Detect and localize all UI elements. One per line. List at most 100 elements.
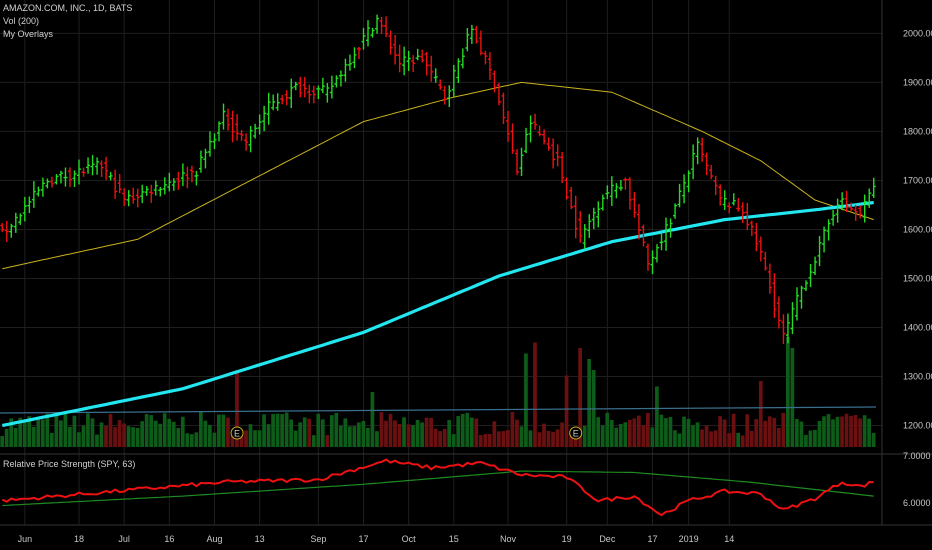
price-bar[interactable] [578, 211, 583, 243]
price-bar[interactable] [537, 125, 542, 137]
price-bar[interactable] [122, 188, 127, 207]
price-bar[interactable] [27, 196, 32, 213]
price-bar[interactable] [587, 214, 592, 238]
price-bar[interactable] [763, 251, 768, 271]
price-bar[interactable] [858, 205, 863, 219]
price-bar[interactable] [212, 133, 217, 149]
price-bar[interactable] [257, 114, 262, 135]
price-bar[interactable] [135, 188, 140, 208]
price-bar[interactable] [691, 144, 696, 180]
price-bar[interactable] [492, 70, 497, 93]
price-bar[interactable] [207, 131, 212, 157]
price-bar[interactable] [54, 174, 59, 185]
price-bar[interactable] [451, 64, 456, 97]
price-bar[interactable] [316, 85, 321, 100]
price-bar[interactable] [375, 14, 380, 34]
price-bar[interactable] [754, 223, 759, 252]
price-bar[interactable] [474, 25, 479, 44]
price-bar[interactable] [370, 27, 375, 38]
price-bar[interactable] [442, 85, 447, 105]
price-bar[interactable] [158, 186, 163, 197]
price-bar[interactable] [397, 44, 402, 73]
price-bar[interactable] [469, 24, 474, 44]
price-bar[interactable] [564, 177, 569, 200]
price-bar[interactable] [781, 314, 786, 345]
price-bar[interactable] [650, 250, 655, 275]
price-bar[interactable] [334, 75, 339, 88]
price-bar[interactable] [465, 27, 470, 52]
price-bar[interactable] [817, 236, 822, 267]
price-bar[interactable] [591, 207, 596, 230]
price-bar[interactable] [519, 147, 524, 177]
price-bar[interactable] [244, 133, 249, 151]
price-bar[interactable] [72, 170, 77, 188]
price-bar[interactable] [808, 263, 813, 288]
price-bar[interactable] [447, 85, 452, 108]
price-bar[interactable] [483, 50, 488, 65]
price-bar[interactable] [415, 48, 420, 61]
price-bar[interactable] [569, 186, 574, 210]
earnings-marker[interactable] [569, 426, 583, 440]
price-bar[interactable] [501, 92, 506, 125]
price-bar[interactable] [162, 177, 167, 195]
price-bar[interactable] [167, 172, 172, 192]
price-bar[interactable] [677, 183, 682, 208]
price-bar[interactable] [36, 186, 41, 197]
price-bar[interactable] [298, 76, 303, 98]
price-bar[interactable] [546, 137, 551, 151]
price-bar[interactable] [180, 163, 185, 187]
price-bar[interactable] [347, 54, 352, 71]
price-bar[interactable] [582, 224, 587, 250]
price-bar[interactable] [487, 52, 492, 80]
price-bar[interactable] [776, 296, 781, 329]
price-bar[interactable] [433, 68, 438, 83]
price-bar[interactable] [352, 47, 357, 69]
price-bar[interactable] [673, 203, 678, 219]
price-bar[interactable] [253, 123, 258, 139]
price-bar[interactable] [194, 170, 199, 186]
price-bar[interactable] [722, 190, 727, 210]
price-bar[interactable] [496, 82, 501, 106]
price-bar[interactable] [140, 184, 145, 204]
price-bar[interactable] [700, 137, 705, 162]
price-bar[interactable] [99, 160, 104, 178]
price-bar[interactable] [767, 263, 772, 294]
price-bar[interactable] [799, 285, 804, 309]
price-bar[interactable] [18, 213, 23, 225]
price-bar[interactable] [813, 256, 818, 276]
price-bar[interactable] [420, 49, 425, 63]
price-bar[interactable] [573, 195, 578, 239]
price-bar[interactable] [402, 46, 407, 76]
price-bar[interactable] [505, 110, 510, 142]
price-bar[interactable] [790, 302, 795, 335]
price-bar[interactable] [627, 177, 632, 210]
price-bar[interactable] [104, 156, 109, 180]
price-bar[interactable] [185, 166, 190, 189]
price-bar[interactable] [704, 152, 709, 176]
price-bar[interactable] [248, 126, 253, 153]
price-bar[interactable] [329, 75, 334, 99]
price-bar[interactable] [58, 170, 63, 184]
price-bar[interactable] [695, 137, 700, 165]
price-bar[interactable] [605, 185, 610, 200]
price-bar[interactable] [682, 174, 687, 204]
price-bar[interactable] [785, 313, 790, 344]
price-bar[interactable] [713, 175, 718, 196]
price-bar[interactable] [388, 30, 393, 55]
price-bar[interactable] [77, 159, 82, 185]
price-bar[interactable] [871, 177, 876, 199]
price-bar[interactable] [31, 181, 36, 208]
price-bar[interactable] [325, 83, 330, 103]
price-bar[interactable] [740, 202, 745, 224]
price-bar[interactable] [95, 157, 100, 175]
price-bar[interactable] [668, 218, 673, 238]
price-bar[interactable] [844, 190, 849, 212]
price-bar[interactable] [384, 16, 389, 38]
price-bar[interactable] [632, 191, 637, 218]
price-bar[interactable] [826, 219, 831, 241]
price-bar[interactable] [731, 193, 736, 206]
price-bar[interactable] [45, 178, 50, 189]
price-bar[interactable] [772, 273, 777, 318]
price-bar[interactable] [664, 217, 669, 251]
price-bar[interactable] [49, 176, 54, 188]
